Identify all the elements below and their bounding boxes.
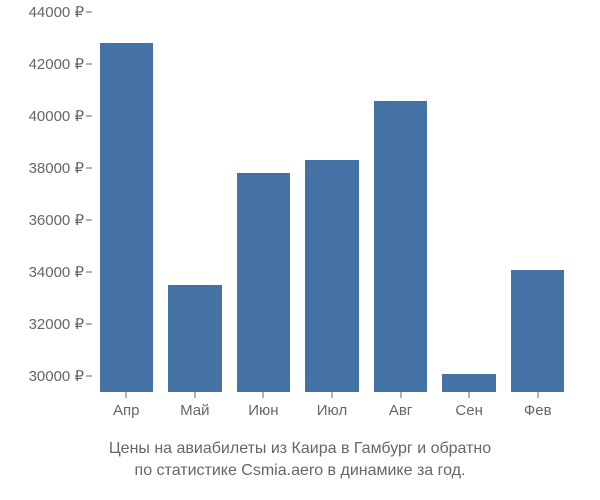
x-tick-mark bbox=[332, 392, 333, 398]
bar bbox=[374, 101, 427, 393]
bar bbox=[511, 270, 564, 392]
y-tick-label: 40000 ₽ bbox=[29, 107, 84, 125]
bar bbox=[168, 285, 221, 392]
x-tick-label: Май bbox=[180, 402, 209, 419]
bars-group bbox=[92, 12, 572, 392]
y-tick-label: 36000 ₽ bbox=[29, 211, 84, 229]
x-tick-mark bbox=[263, 392, 264, 398]
bar bbox=[442, 374, 495, 392]
x-tick-mark bbox=[194, 392, 195, 398]
y-tick-label: 32000 ₽ bbox=[29, 315, 84, 333]
plot-area bbox=[92, 12, 572, 392]
y-tick-label: 44000 ₽ bbox=[29, 3, 84, 21]
bar bbox=[305, 160, 358, 392]
y-tick-label: 38000 ₽ bbox=[29, 159, 84, 177]
x-tick-label: Апр bbox=[113, 402, 139, 419]
x-tick-label: Июн bbox=[248, 402, 278, 419]
bar bbox=[237, 173, 290, 392]
x-tick-mark bbox=[400, 392, 401, 398]
x-tick-label: Авг bbox=[389, 402, 412, 419]
x-tick-label: Сен bbox=[455, 402, 482, 419]
x-tick-mark bbox=[469, 392, 470, 398]
x-tick-label: Фев bbox=[524, 402, 552, 419]
caption-line-1: Цены на авиабилеты из Каира в Гамбург и … bbox=[109, 440, 491, 457]
y-tick-label: 34000 ₽ bbox=[29, 263, 84, 281]
x-tick-mark bbox=[126, 392, 127, 398]
x-tick-mark bbox=[537, 392, 538, 398]
x-axis: Апр Май Июн Июл Авг Сен Фев bbox=[92, 392, 572, 422]
y-tick-label: 42000 ₽ bbox=[29, 55, 84, 73]
caption-line-2: по статистике Csmia.aero в динамике за г… bbox=[135, 462, 466, 479]
price-chart: 30000 ₽ 32000 ₽ 34000 ₽ 36000 ₽ 38000 ₽ 40000… bbox=[0, 0, 600, 500]
bar bbox=[100, 43, 153, 392]
y-axis: 30000 ₽ 32000 ₽ 34000 ₽ 36000 ₽ 38000 ₽ 40000… bbox=[0, 12, 92, 392]
x-tick-label: Июл bbox=[317, 402, 347, 419]
chart-caption: Цены на авиабилеты из Каира в Гамбург и … bbox=[0, 438, 600, 481]
y-tick-label: 30000 ₽ bbox=[29, 367, 84, 385]
